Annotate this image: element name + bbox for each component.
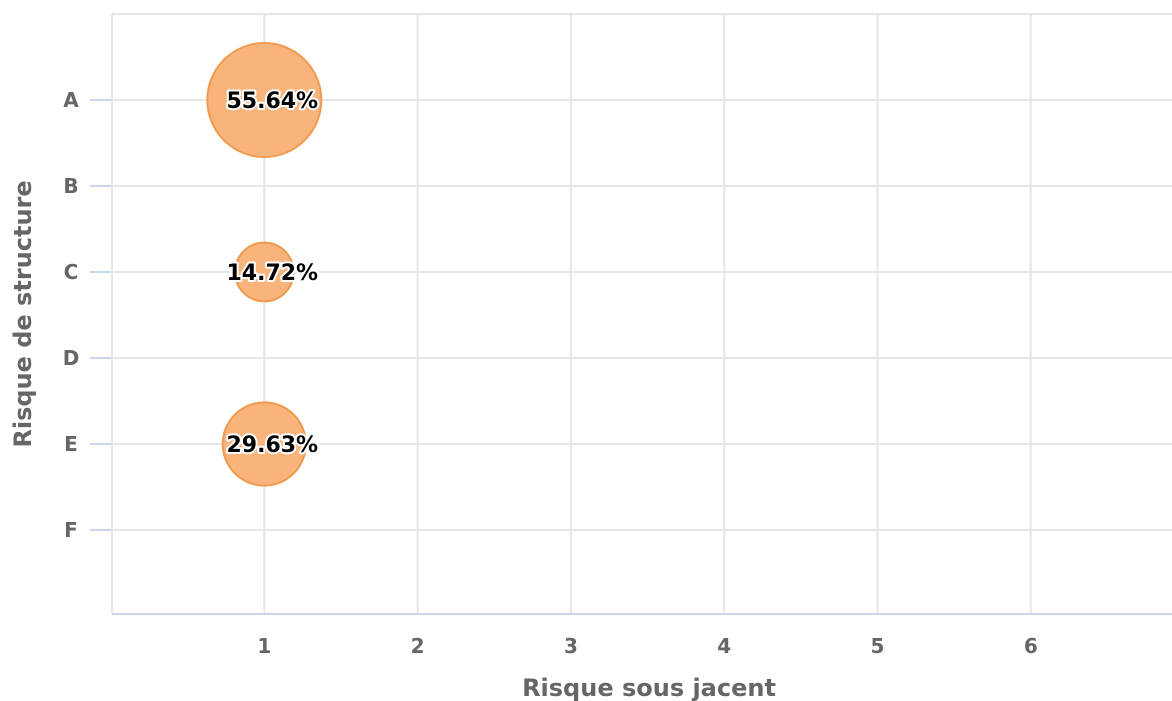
bubble-label-C: 14.72% (226, 261, 318, 286)
x-tick-label: 3 (564, 634, 578, 658)
x-tick-label: 4 (717, 634, 731, 658)
x-tick-label: 2 (411, 634, 425, 658)
data-labels: 55.64% 14.72% 29.63% (224, 87, 320, 460)
bubble-E[interactable] (221, 401, 307, 487)
bubble-C[interactable] (233, 241, 295, 303)
y-tick-label: B (63, 174, 78, 198)
y-tick-label: D (63, 346, 80, 370)
y-tick-label: C (64, 260, 79, 284)
bubble-label-E: 29.63% (226, 433, 318, 458)
x-tick-label: 6 (1024, 634, 1038, 658)
y-tick-label: F (64, 518, 78, 542)
y-tick-label: E (64, 432, 78, 456)
y-axis-title: Risque de structure (9, 180, 37, 447)
y-tick-label: A (63, 88, 79, 112)
x-tick-label: 5 (871, 634, 885, 658)
x-axis-title: Risque sous jacent (522, 674, 776, 701)
bubble-A[interactable] (206, 42, 323, 158)
bubble-label-A: 55.64% (226, 89, 318, 114)
axes: A B C D E F 1 2 3 4 5 6 (63, 14, 1172, 658)
x-tick-label: 1 (257, 634, 271, 658)
bubbles (206, 42, 323, 487)
